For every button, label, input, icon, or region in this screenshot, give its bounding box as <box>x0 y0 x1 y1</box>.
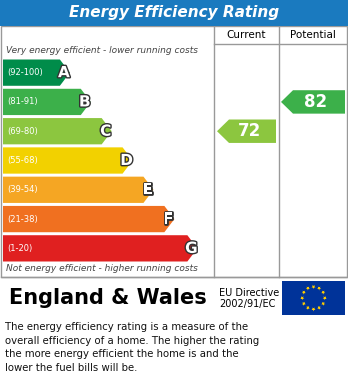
Polygon shape <box>302 291 306 294</box>
Bar <box>282 281 345 315</box>
Polygon shape <box>317 287 321 291</box>
Text: (1-20): (1-20) <box>7 244 32 253</box>
Text: (92-100): (92-100) <box>7 68 43 77</box>
Text: B: B <box>79 95 90 109</box>
Polygon shape <box>281 90 345 114</box>
Polygon shape <box>317 306 321 310</box>
Polygon shape <box>300 296 304 300</box>
Polygon shape <box>321 302 325 306</box>
Polygon shape <box>3 59 70 86</box>
Text: 82: 82 <box>304 93 327 111</box>
Text: E: E <box>142 182 153 197</box>
Text: F: F <box>163 212 174 226</box>
Polygon shape <box>306 287 310 291</box>
Text: (39-54): (39-54) <box>7 185 38 194</box>
Text: Current: Current <box>227 30 266 40</box>
Text: Potential: Potential <box>290 30 336 40</box>
Text: The energy efficiency rating is a measure of the
overall efficiency of a home. T: The energy efficiency rating is a measur… <box>5 322 259 373</box>
Text: D: D <box>120 153 133 168</box>
Polygon shape <box>3 206 174 232</box>
Polygon shape <box>311 307 316 311</box>
Text: Not energy efficient - higher running costs: Not energy efficient - higher running co… <box>6 264 198 273</box>
Text: (21-38): (21-38) <box>7 215 38 224</box>
Polygon shape <box>311 285 316 289</box>
Text: G: G <box>185 241 198 256</box>
Polygon shape <box>321 291 325 294</box>
Polygon shape <box>3 118 112 144</box>
Bar <box>0 0 348 26</box>
Text: EU Directive: EU Directive <box>219 288 279 298</box>
Text: 72: 72 <box>238 122 261 140</box>
Polygon shape <box>323 296 327 300</box>
Polygon shape <box>3 89 91 115</box>
Text: (69-80): (69-80) <box>7 127 38 136</box>
Text: C: C <box>100 124 111 139</box>
Polygon shape <box>3 147 133 174</box>
Text: Very energy efficient - lower running costs: Very energy efficient - lower running co… <box>6 46 198 55</box>
Polygon shape <box>3 235 197 262</box>
Polygon shape <box>3 177 153 203</box>
Polygon shape <box>217 120 276 143</box>
Polygon shape <box>302 302 306 306</box>
Text: England & Wales: England & Wales <box>9 288 207 308</box>
Text: (55-68): (55-68) <box>7 156 38 165</box>
Polygon shape <box>306 306 310 310</box>
Bar <box>1 26 347 277</box>
Text: A: A <box>58 65 70 80</box>
Text: 2002/91/EC: 2002/91/EC <box>219 299 275 309</box>
Text: Energy Efficiency Rating: Energy Efficiency Rating <box>69 5 279 20</box>
Text: (81-91): (81-91) <box>7 97 38 106</box>
